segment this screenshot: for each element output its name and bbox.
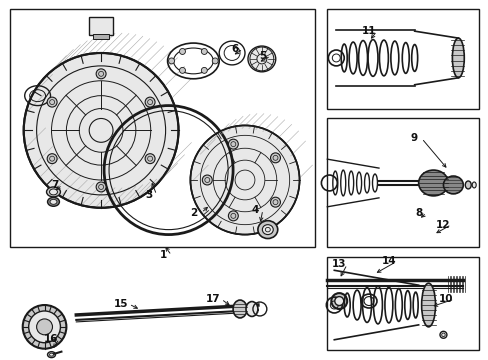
- Text: 8: 8: [414, 208, 422, 218]
- Circle shape: [168, 58, 174, 64]
- Ellipse shape: [49, 189, 57, 195]
- Ellipse shape: [439, 331, 446, 338]
- Bar: [326, 257, 478, 350]
- Ellipse shape: [418, 170, 447, 196]
- Ellipse shape: [47, 352, 55, 357]
- Ellipse shape: [245, 302, 257, 316]
- Circle shape: [47, 97, 57, 107]
- Circle shape: [228, 139, 238, 149]
- Ellipse shape: [47, 197, 60, 206]
- Text: 5: 5: [259, 51, 266, 61]
- Text: 17: 17: [205, 294, 220, 304]
- Ellipse shape: [233, 300, 246, 318]
- Circle shape: [201, 67, 207, 73]
- Ellipse shape: [49, 353, 53, 356]
- Ellipse shape: [257, 221, 277, 239]
- Circle shape: [201, 49, 207, 54]
- Text: 9: 9: [409, 133, 416, 143]
- Circle shape: [145, 97, 155, 107]
- Circle shape: [202, 175, 212, 185]
- Circle shape: [29, 311, 61, 343]
- Circle shape: [22, 305, 66, 349]
- Text: 13: 13: [331, 259, 346, 269]
- Text: 6: 6: [231, 44, 238, 54]
- Ellipse shape: [451, 38, 463, 78]
- Circle shape: [190, 125, 299, 235]
- Circle shape: [270, 153, 280, 163]
- Text: 7: 7: [51, 180, 58, 190]
- Text: 12: 12: [435, 220, 450, 230]
- Text: 10: 10: [438, 294, 453, 304]
- Text: 15: 15: [114, 299, 128, 309]
- Circle shape: [212, 58, 218, 64]
- Text: 16: 16: [44, 334, 59, 344]
- Ellipse shape: [464, 181, 470, 189]
- Text: 3: 3: [145, 190, 152, 200]
- Circle shape: [179, 67, 185, 73]
- Bar: [326, 118, 478, 247]
- Circle shape: [96, 69, 106, 79]
- Bar: [10, 9, 315, 247]
- Circle shape: [228, 211, 238, 221]
- Circle shape: [270, 197, 280, 207]
- Text: 1: 1: [160, 251, 167, 260]
- Circle shape: [145, 154, 155, 164]
- Text: 14: 14: [381, 256, 395, 266]
- Text: 2: 2: [189, 208, 197, 218]
- Ellipse shape: [46, 187, 61, 197]
- Text: 4: 4: [251, 205, 258, 215]
- Bar: [93, 34, 109, 39]
- Circle shape: [179, 49, 185, 54]
- Bar: [326, 9, 478, 109]
- Ellipse shape: [247, 46, 275, 72]
- Ellipse shape: [334, 297, 343, 306]
- Ellipse shape: [331, 293, 346, 309]
- Text: 11: 11: [361, 26, 375, 36]
- Circle shape: [24, 53, 178, 208]
- Ellipse shape: [443, 176, 462, 194]
- Ellipse shape: [262, 225, 273, 235]
- Ellipse shape: [421, 283, 435, 327]
- Bar: [89, 17, 113, 35]
- Circle shape: [47, 154, 57, 164]
- Circle shape: [96, 182, 106, 192]
- Ellipse shape: [471, 182, 475, 188]
- Circle shape: [37, 319, 52, 335]
- Ellipse shape: [50, 199, 57, 204]
